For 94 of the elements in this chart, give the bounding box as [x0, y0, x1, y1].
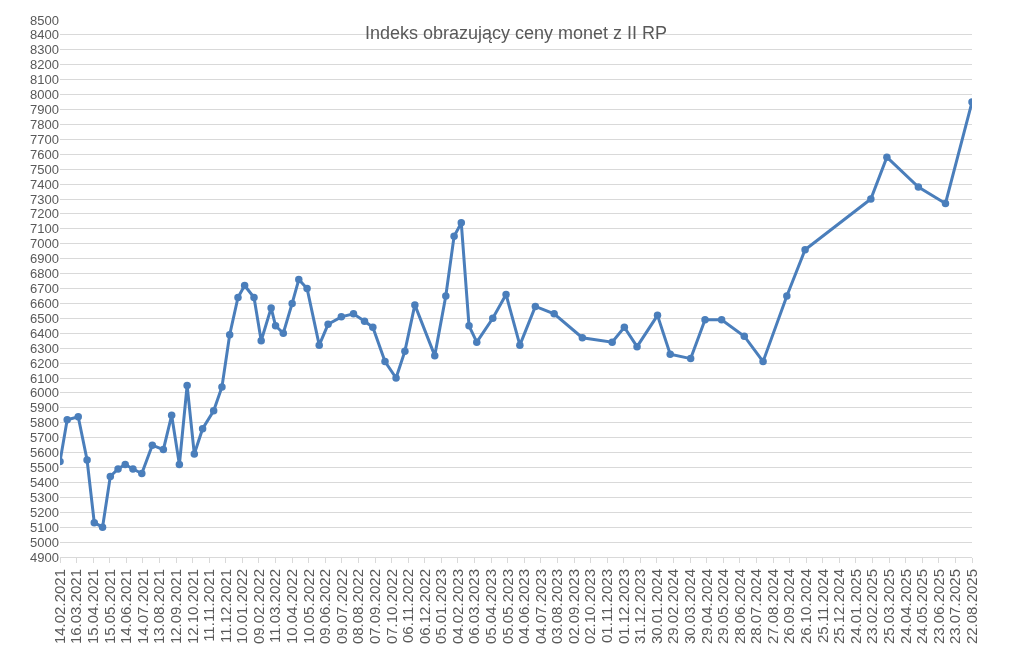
x-tick-label: 10.04.2022 [283, 569, 301, 645]
y-tick-label: 7200 [30, 206, 59, 222]
y-tick-label: 5800 [30, 415, 59, 431]
x-tick-label: 30.01.2024 [647, 569, 665, 645]
x-tick-label: 11.12.2021 [216, 569, 234, 643]
x-tick-label: 24.04.2025 [896, 569, 914, 645]
x-tick-label: 13.08.2021 [150, 569, 168, 645]
y-tick-label: 8400 [30, 27, 59, 43]
y-tick-label: 5100 [30, 519, 59, 535]
y-tick-label: 8200 [30, 57, 59, 73]
x-tick-label: 06.12.2022 [415, 569, 433, 645]
x-tick-label: 04.06.2023 [515, 569, 533, 645]
y-tick-label: 5500 [30, 460, 59, 476]
y-tick-label: 7900 [30, 102, 59, 118]
x-tick-label: 26.10.2024 [797, 569, 815, 645]
y-tick-label: 6300 [30, 340, 59, 356]
x-tick-label: 28.06.2024 [730, 569, 748, 645]
y-tick-label: 5400 [30, 474, 59, 490]
y-tick-label: 7300 [30, 191, 59, 207]
y-tick-label: 6000 [30, 385, 59, 401]
x-tick-label: 23.06.2025 [929, 569, 947, 645]
x-tick-label: 09.07.2022 [332, 569, 350, 645]
x-tick-label: 11.03.2022 [266, 569, 284, 643]
x-tick-label: 31.12.2023 [631, 569, 649, 645]
x-tick-label: 06.11.2022 [399, 569, 417, 643]
x-tick-label: 30.03.2024 [680, 569, 698, 645]
x-tick-label: 29.05.2024 [714, 569, 732, 645]
y-tick-label: 7500 [30, 161, 59, 177]
y-tick-label: 8300 [30, 42, 59, 58]
x-tick-label: 07.10.2022 [382, 569, 400, 645]
y-tick-label: 4900 [30, 549, 59, 565]
y-tick-label: 5300 [30, 489, 59, 505]
y-tick-label: 8000 [30, 87, 59, 103]
x-tick-label: 25.11.2024 [813, 569, 831, 643]
y-tick-label: 7400 [30, 176, 59, 192]
y-tick-label: 7700 [30, 131, 59, 147]
x-tick-label: 27.08.2024 [763, 569, 781, 645]
y-tick-label: 6600 [30, 295, 59, 311]
x-tick-label: 23.02.2025 [863, 569, 881, 645]
y-tick-label: 8500 [30, 12, 59, 28]
x-tick-label: 25.12.2024 [830, 569, 848, 645]
x-tick-label: 14.06.2021 [117, 569, 135, 645]
x-tick-label: 11.11.2021 [200, 569, 218, 642]
y-tick-label: 6200 [30, 355, 59, 371]
y-tick-label: 6100 [30, 370, 59, 386]
x-tick-label: 09.02.2022 [249, 569, 267, 645]
x-tick-label: 26.09.2024 [780, 569, 798, 645]
x-tick-label: 25.03.2025 [879, 569, 897, 645]
x-tick-label: 05.04.2023 [482, 569, 500, 645]
x-tick-label: 07.09.2022 [365, 569, 383, 645]
x-tick-label: 02.10.2023 [581, 569, 599, 645]
y-tick-label: 7000 [30, 236, 59, 252]
y-tick-label: 5200 [30, 504, 59, 520]
x-tick-label: 14.07.2021 [133, 569, 151, 645]
y-tick-label: 7800 [30, 116, 59, 132]
x-tick-label: 04.02.2023 [448, 569, 466, 645]
x-tick-label: 05.01.2023 [432, 569, 450, 645]
y-tick-label: 6700 [30, 281, 59, 297]
y-tick-label: 6800 [30, 266, 59, 282]
y-tick-label: 5600 [30, 445, 59, 461]
x-tick-label: 24.05.2025 [913, 569, 931, 645]
y-tick-label: 7600 [30, 146, 59, 162]
x-tick-label: 12.09.2021 [166, 569, 184, 645]
y-tick-label: 8100 [30, 72, 59, 88]
x-tick-label: 10.01.2022 [233, 569, 251, 645]
y-tick-label: 5900 [30, 400, 59, 416]
x-tick-label: 22.08.2025 [962, 569, 980, 645]
y-tick-label: 5000 [30, 534, 59, 550]
x-tick-label: 14.02.2021 [50, 569, 68, 645]
chart-title: Indeks obrazujący ceny monet z II RP [364, 23, 668, 44]
x-tick-label: 29.02.2024 [664, 569, 682, 645]
x-tick-label: 28.07.2024 [747, 569, 765, 645]
x-tick-label: 02.09.2023 [564, 569, 582, 645]
y-tick-label: 6400 [30, 325, 59, 341]
y-tick-label: 6500 [30, 310, 59, 326]
x-tick-label: 09.06.2022 [316, 569, 334, 645]
x-tick-label: 01.12.2023 [614, 569, 632, 645]
y-tick-label: 5700 [30, 430, 59, 446]
x-tick-label: 24.01.2025 [846, 569, 864, 645]
x-tick-label: 29.04.2024 [697, 569, 715, 645]
x-tick-label: 16.03.2021 [67, 569, 85, 645]
x-tick-label: 05.05.2023 [498, 569, 516, 645]
x-tick-label: 08.08.2022 [349, 569, 367, 645]
x-tick-label: 04.07.2023 [531, 569, 549, 645]
x-tick-label: 06.03.2023 [465, 569, 483, 645]
x-tick-label: 15.05.2021 [100, 569, 118, 645]
x-tick-label: 15.04.2021 [84, 569, 102, 645]
x-tick-label: 10.05.2022 [299, 569, 317, 645]
x-tick-label: 01.11.2023 [598, 569, 616, 643]
x-tick-label: 12.10.2021 [183, 569, 201, 645]
y-tick-label: 6900 [30, 251, 59, 267]
x-tick-label: 23.07.2025 [946, 569, 964, 645]
x-tick-label: 03.08.2023 [548, 569, 566, 645]
y-tick-label: 7100 [30, 221, 59, 237]
